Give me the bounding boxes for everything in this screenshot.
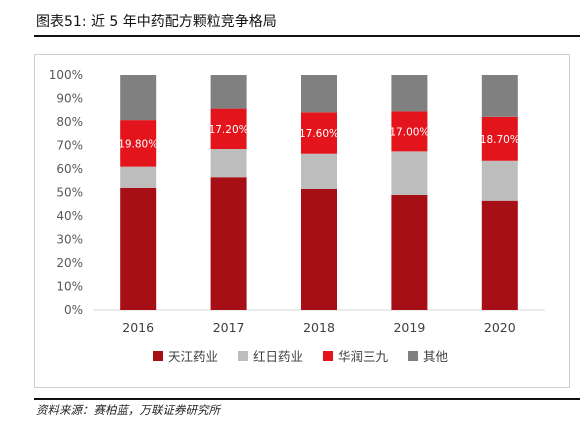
y-tick-label: 0% bbox=[64, 303, 83, 317]
x-tick-label: 2017 bbox=[213, 320, 245, 335]
bar-segment-2018-2 bbox=[301, 112, 337, 154]
legend-swatch bbox=[323, 351, 333, 361]
bar-segment-2016-1 bbox=[120, 166, 157, 188]
legend-label: 红日药业 bbox=[253, 349, 303, 364]
data-label-2016: 19.80% bbox=[118, 138, 158, 150]
bar-segment-2017-2 bbox=[210, 108, 247, 150]
y-tick-label: 90% bbox=[56, 92, 83, 106]
figure-title: 图表51: 近 5 年中药配方颗粒竞争格局 bbox=[36, 14, 277, 30]
bar-segment-2019-3 bbox=[391, 75, 428, 112]
bar-segment-2016-2 bbox=[120, 120, 157, 167]
legend-swatch bbox=[238, 351, 248, 361]
bar-segment-2020-3 bbox=[481, 75, 518, 117]
data-label-2019: 17.00% bbox=[389, 126, 429, 138]
data-label-2018: 17.60% bbox=[299, 128, 339, 140]
y-tick-label: 30% bbox=[56, 233, 83, 247]
bar-segment-2017-1 bbox=[210, 149, 247, 178]
y-tick-label: 100% bbox=[49, 68, 83, 82]
bar-segment-2017-3 bbox=[210, 75, 247, 109]
legend-label: 其他 bbox=[423, 349, 449, 364]
y-tick-label: 20% bbox=[56, 256, 83, 270]
bar-segment-2018-3 bbox=[301, 75, 337, 113]
bar-segment-2017-0 bbox=[210, 177, 247, 310]
data-label-2020: 18.70% bbox=[480, 134, 520, 146]
chart-frame: 0% 10% 20% 30% 40% 50% 60% 70% 80% 90% 100% 19.80% 2… bbox=[34, 54, 570, 388]
legend-swatch bbox=[153, 351, 163, 361]
y-tick-label: 50% bbox=[56, 186, 83, 200]
stacked-bar-chart: 0% 10% 20% 30% 40% 50% 60% 70% 80% 90% 100% 19.80% 2… bbox=[49, 68, 545, 364]
bar-segment-2020-1 bbox=[481, 160, 518, 201]
y-tick-label: 40% bbox=[56, 209, 83, 223]
bar-segment-2018-0 bbox=[301, 188, 337, 310]
legend-label: 天江药业 bbox=[168, 349, 218, 364]
y-tick-label: 60% bbox=[56, 162, 83, 176]
x-tick-label: 2020 bbox=[484, 320, 516, 335]
bar-segment-2019-1 bbox=[391, 151, 428, 195]
bar-segment-2020-0 bbox=[481, 200, 518, 310]
bar-segment-2019-2 bbox=[391, 111, 428, 152]
source-note: 资料来源：赛柏蓝，万联证券研究所 bbox=[36, 403, 220, 417]
bar-segment-2019-0 bbox=[391, 194, 428, 310]
x-tick-label: 2018 bbox=[303, 320, 335, 335]
y-tick-label: 80% bbox=[56, 115, 83, 129]
bar-segment-2018-1 bbox=[301, 153, 337, 189]
x-tick-label: 2019 bbox=[393, 320, 425, 335]
bottom-rule bbox=[34, 398, 580, 400]
y-tick-label: 70% bbox=[56, 139, 83, 153]
bar-segment-2016-0 bbox=[120, 187, 157, 310]
legend-swatch bbox=[408, 351, 418, 361]
y-tick-label: 10% bbox=[56, 280, 83, 294]
legend-label: 华润三九 bbox=[338, 349, 389, 364]
bar-segment-2016-3 bbox=[120, 75, 157, 121]
data-label-2017: 17.20% bbox=[209, 124, 249, 136]
top-rule bbox=[34, 35, 580, 37]
bar-segment-2020-2 bbox=[481, 116, 518, 161]
x-tick-label: 2016 bbox=[122, 320, 154, 335]
